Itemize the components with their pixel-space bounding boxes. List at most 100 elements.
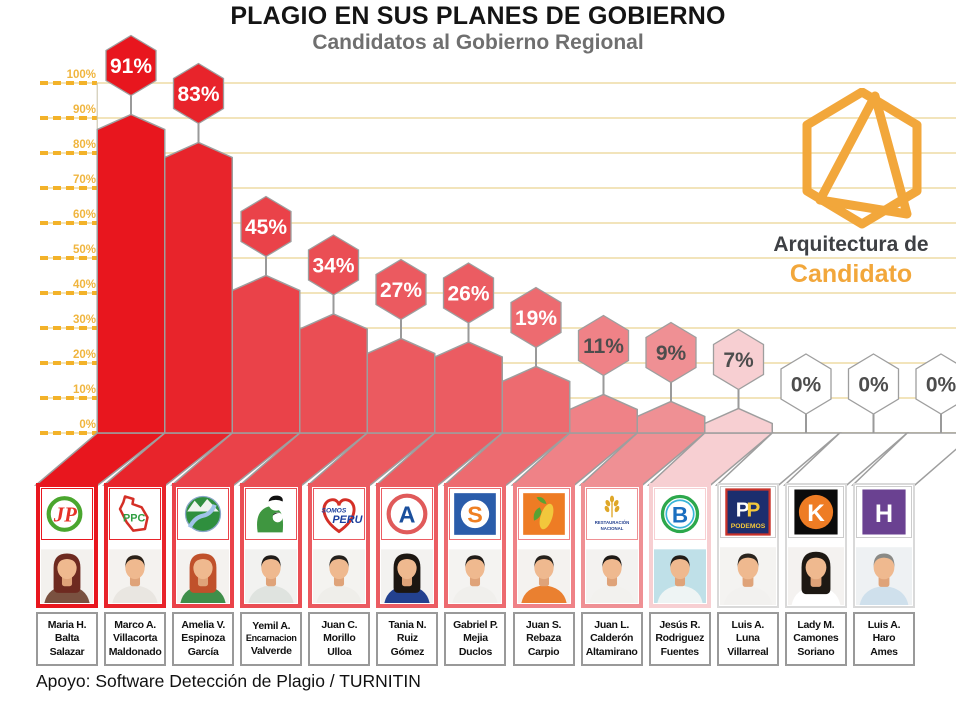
candidate-name: Luis A. Haro Ames — [852, 612, 915, 666]
candidate-photo-avatar — [855, 547, 912, 605]
candidate-name-line: García — [187, 645, 219, 658]
party-logo-jp: JP — [46, 496, 83, 532]
candidate-card: SOMOS PERU — [308, 483, 371, 608]
value-badge — [375, 258, 427, 321]
bar — [501, 365, 571, 434]
candidate-card: B — [648, 483, 711, 608]
candidate-photo-avatar — [585, 549, 638, 603]
y-tick-label: 80% — [73, 139, 96, 151]
footer-note: Apoyo: Software Detección de Plagio / TU… — [36, 671, 421, 691]
value-badge-label: 45% — [245, 216, 287, 239]
party-logo-box: K — [787, 486, 844, 538]
bar — [299, 313, 368, 434]
party-label: RESTAURACIÓN — [594, 520, 629, 525]
candidate-card: H — [852, 483, 915, 608]
value-badge-label: 27% — [380, 279, 422, 302]
party-logo-box: PPC — [109, 488, 162, 540]
page-subtitle: Candidatos al Gobierno Regional — [312, 31, 644, 54]
candidate-name: Amelia V. Espinoza García — [172, 612, 235, 666]
value-badge — [307, 234, 360, 296]
value-badge-label: 19% — [515, 307, 557, 330]
party-label: A — [399, 501, 416, 527]
candidate-name-line: Espinoza — [181, 632, 225, 645]
party-logo-h: H — [862, 489, 906, 535]
value-badge-label: 11% — [583, 335, 624, 358]
candidate-name-line: Maria H. — [47, 618, 87, 631]
candidate-name: Juan C. Morillo Ulloa — [308, 612, 371, 666]
candidate-photo — [177, 541, 230, 603]
candidate-card: PPC — [104, 483, 167, 608]
page-title: PLAGIO EN SUS PLANES DE GOBIERNO — [230, 2, 726, 30]
candidate-photo-avatar — [653, 549, 706, 603]
candidate-name-line: Marco A. — [114, 618, 156, 631]
candidate-name-line: Rebaza — [526, 632, 562, 645]
value-badge-label: 0% — [926, 374, 956, 397]
party-logo-box: A — [381, 488, 434, 540]
party-label: SOMOS — [322, 507, 347, 514]
candidate-name-line: Maldonado — [108, 645, 162, 658]
value-badge — [645, 321, 697, 384]
party-logo-b: B — [660, 494, 699, 534]
bar — [636, 400, 706, 434]
candidate-photo — [719, 539, 776, 605]
value-badge — [780, 353, 832, 415]
value-badge — [105, 34, 157, 97]
party-logo-box — [245, 488, 298, 540]
candidate-card: K — [784, 483, 847, 608]
party-logo-box: B — [653, 488, 706, 540]
party-logo-k: K — [794, 489, 838, 535]
candidate-name-line: Altamirano — [585, 645, 638, 658]
candidate-card — [512, 483, 575, 608]
candidate-photo-avatar — [381, 549, 434, 603]
value-badge-label: 91% — [110, 55, 152, 78]
bar-base — [782, 432, 910, 486]
candidate-photo-avatar — [41, 549, 93, 603]
candidate-name-line: Tania N. — [388, 618, 427, 631]
party-logo-box: S — [449, 488, 502, 540]
bar — [434, 341, 503, 434]
candidate-name-line: Haro — [872, 632, 896, 645]
y-tick-label: 30% — [73, 314, 96, 326]
party-logo-podemos: P P PODEMOS — [725, 488, 771, 536]
candidate-name: Marco A. Villacorta Maldonado — [104, 612, 167, 666]
candidate-name-line: Gómez — [390, 645, 425, 658]
value-badge — [240, 195, 292, 258]
candidate-photo — [313, 541, 366, 603]
party-label: H — [875, 500, 893, 528]
y-tick-label: 50% — [73, 244, 96, 256]
party-logo-box: SOMOS PERU — [313, 488, 366, 540]
bar — [704, 407, 773, 434]
value-badge-label: 7% — [723, 349, 754, 372]
brand-name-line2: Candidato — [789, 260, 913, 288]
party-logo-s: S — [454, 493, 497, 535]
y-tick-label: 100% — [67, 69, 96, 81]
candidate-name-line: Luna — [735, 632, 760, 645]
party-label: NACIONAL — [600, 526, 623, 531]
candidate-name-line: Lady M. — [797, 618, 835, 631]
candidate-name-line: Ruiz — [396, 632, 418, 645]
candidate-card: A — [376, 483, 439, 608]
candidate-photo — [585, 541, 638, 603]
candidate-photo — [245, 541, 298, 603]
candidate-photo-avatar — [109, 549, 162, 603]
party-logo-box: P P PODEMOS — [719, 486, 776, 538]
candidate-name-line: Valverde — [250, 644, 292, 657]
candidate-photo — [381, 541, 434, 603]
value-badge — [510, 286, 562, 349]
candidate-name-line: Morillo — [323, 632, 356, 645]
candidate-card — [172, 483, 235, 608]
candidate-name: Juan L. Calderón Altamirano — [580, 612, 643, 666]
candidate-name-line: Soriano — [797, 645, 835, 658]
candidate-photo-avatar — [245, 549, 298, 603]
y-tick-label: 0% — [79, 419, 96, 431]
value-badge-label: 34% — [312, 255, 354, 278]
candidate-name: Lady M. Camones Soriano — [784, 612, 847, 666]
value-badge — [915, 353, 956, 415]
party-logo-corn — [522, 493, 565, 535]
candidate-name-line: Rodriguez — [655, 632, 705, 645]
candidate-photo — [855, 539, 912, 605]
party-label: S — [468, 501, 484, 527]
candidate-name: Gabriel P. Mejia Duclos — [444, 612, 507, 666]
